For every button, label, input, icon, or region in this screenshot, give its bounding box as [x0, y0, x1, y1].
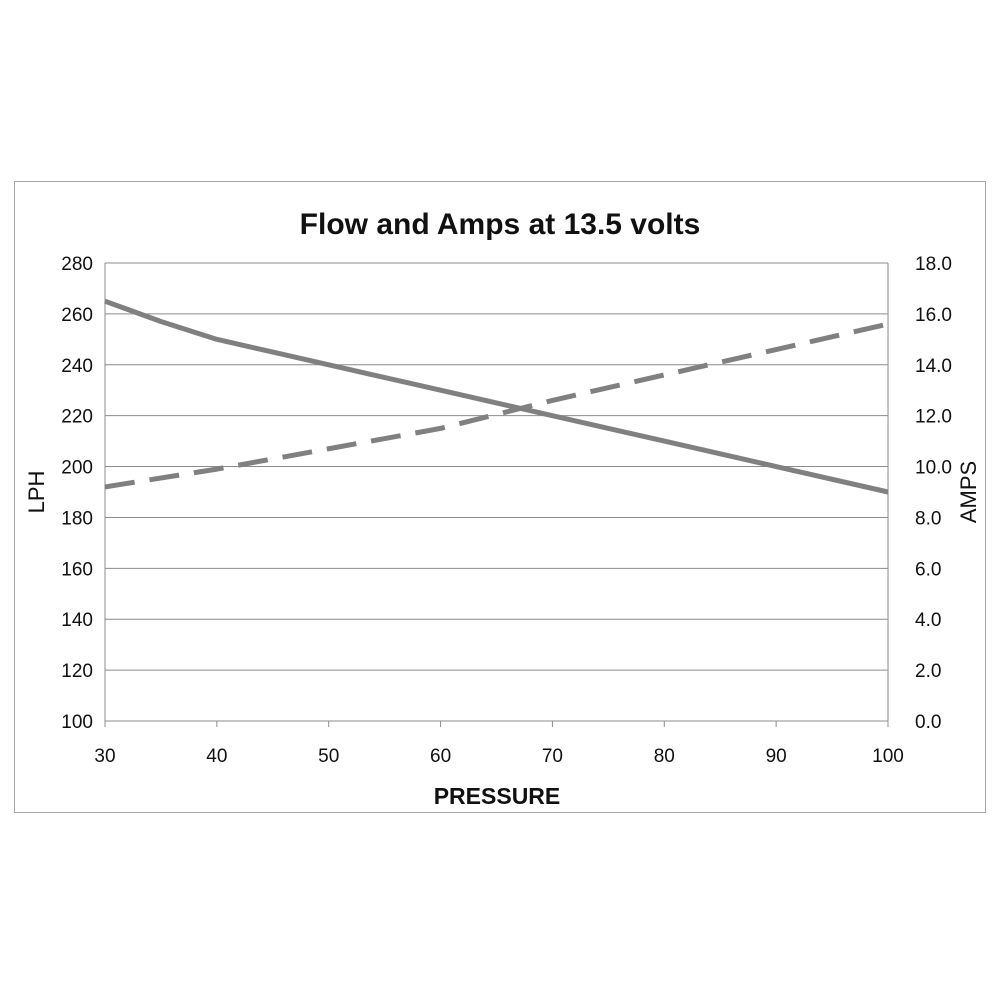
x-tick-label: 70 [542, 746, 563, 767]
y2-tick-label: 12.0 [915, 407, 952, 428]
y-tick-label: 180 [61, 508, 93, 529]
chart-title: Flow and Amps at 13.5 volts [300, 208, 701, 241]
y-tick-label: 240 [61, 356, 93, 377]
x-tick-label: 100 [872, 746, 904, 767]
y-tick-label: 100 [61, 712, 93, 733]
y-tick-label: 260 [61, 305, 93, 326]
y-tick-label: 140 [61, 610, 93, 631]
y2-tick-label: 16.0 [915, 305, 952, 326]
y-tick-label: 220 [61, 407, 93, 428]
y2-tick-label: 4.0 [915, 610, 941, 631]
flow-series-line [104, 298, 889, 495]
gridlines [105, 262, 888, 722]
plot-area-border [104, 263, 889, 727]
x-tick-label: 80 [654, 746, 675, 767]
y2-tick-label: 2.0 [915, 661, 941, 682]
x-tick-label: 60 [430, 746, 451, 767]
y2-axis-title: AMPS [956, 461, 981, 523]
x-axis-title: PRESSURE [434, 783, 561, 809]
y2-tick-label: 14.0 [915, 356, 952, 377]
x-tick-label: 30 [94, 746, 115, 767]
chart-frame [14, 181, 986, 813]
y2-tick-label: 10.0 [915, 458, 952, 479]
y2-tick-label: 0.0 [915, 712, 941, 733]
y-tick-label: 280 [61, 254, 93, 275]
y-axis-title: LPH [24, 471, 49, 514]
x-tick-label: 90 [766, 746, 787, 767]
y2-tick-label: 6.0 [915, 559, 941, 580]
tick-labels: 100 120 140 160 180 200 220 240 260 280 0.0 2.0 4.0 6… [61, 254, 952, 767]
y-tick-label: 160 [61, 559, 93, 580]
x-tick-label: 40 [206, 746, 227, 767]
x-tick-label: 50 [318, 746, 339, 767]
series-lines [104, 298, 889, 495]
y-tick-label: 120 [61, 661, 93, 682]
y2-tick-label: 18.0 [915, 254, 952, 275]
y2-tick-label: 8.0 [915, 508, 941, 529]
y-tick-label: 200 [61, 458, 93, 479]
